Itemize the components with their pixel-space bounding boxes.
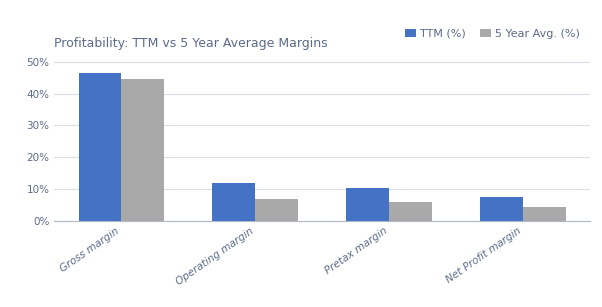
Bar (523, 207, 566, 221)
Bar (78, 73, 122, 221)
Legend: TTM (%), 5 Year Avg. (%): TTM (%), 5 Year Avg. (%) (400, 24, 585, 43)
Bar (122, 79, 164, 221)
Bar (346, 188, 389, 221)
Bar (480, 197, 523, 221)
Bar (213, 183, 255, 221)
Bar (255, 199, 298, 221)
Bar (389, 202, 432, 221)
Text: Profitability: TTM vs 5 Year Average Margins: Profitability: TTM vs 5 Year Average Mar… (54, 37, 328, 50)
